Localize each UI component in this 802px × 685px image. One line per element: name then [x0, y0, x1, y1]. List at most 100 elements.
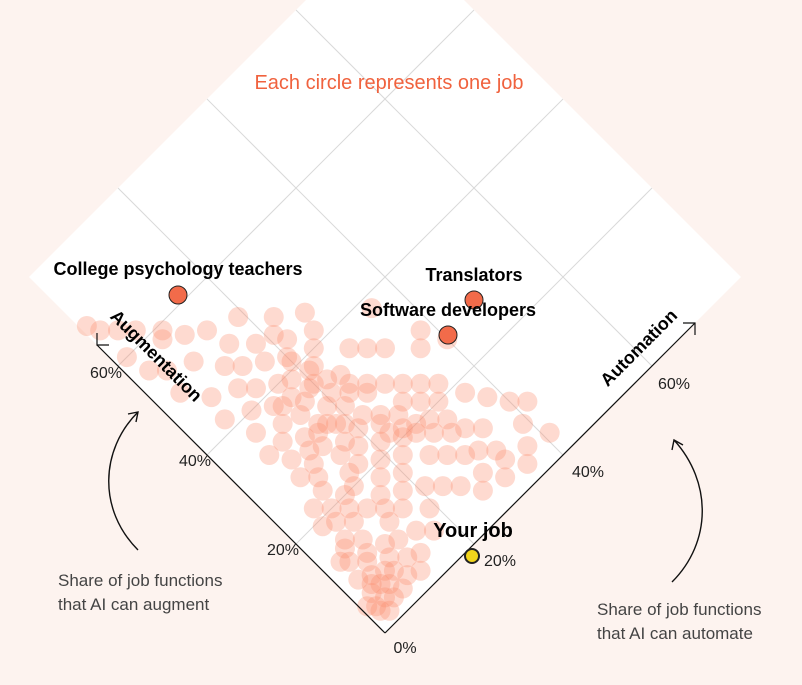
automation-tick-0: 20%	[484, 553, 516, 570]
augmentation-tick-2: 60%	[90, 365, 122, 382]
job-point-80	[392, 418, 413, 439]
job-point-9	[383, 560, 404, 581]
job-point-137	[370, 574, 391, 595]
job-point-166	[357, 373, 378, 394]
job-point-23	[379, 511, 400, 532]
plot-area	[29, 0, 741, 633]
job-point-67	[392, 427, 413, 448]
augmentation-axis-arrowhead	[96, 333, 109, 346]
job-point-2	[361, 582, 382, 603]
job-point-143	[423, 520, 444, 541]
job-point-136	[379, 600, 400, 621]
automate-annotation-line-2: that AI can automate	[597, 624, 753, 643]
job-point-39	[370, 467, 391, 488]
job-point-43	[392, 480, 413, 501]
job-point-28	[334, 485, 355, 506]
axes: 20% 40% 60% 20% 40% 60%	[90, 322, 696, 634]
job-point-172	[477, 387, 498, 408]
job-point-82	[214, 356, 235, 376]
job-point-154	[512, 413, 533, 434]
grid-lines	[117, 9, 653, 545]
job-point-10	[357, 551, 378, 572]
job-point-5	[361, 574, 382, 595]
job-point-72	[379, 422, 400, 443]
job-point-70	[214, 409, 235, 430]
job-point-112	[245, 333, 266, 354]
job-point-61	[294, 391, 315, 412]
job-point-153	[517, 436, 538, 457]
job-point-51	[392, 462, 413, 483]
job-point-161	[281, 387, 302, 408]
job-point-169	[410, 373, 431, 394]
highlight-marker-0	[168, 285, 188, 305]
job-point-157	[317, 413, 338, 434]
job-point-38	[290, 467, 311, 488]
job-point-118	[228, 307, 249, 328]
job-point-60	[348, 418, 369, 439]
job-point-83	[423, 422, 444, 443]
job-point-131	[294, 302, 315, 323]
job-point-26	[312, 516, 333, 537]
automate-annotation-line-1: Share of job functions	[597, 600, 761, 619]
job-point-17	[334, 529, 355, 550]
job-point-63	[370, 413, 391, 434]
job-point-105	[268, 373, 289, 394]
job-point-90	[183, 351, 204, 372]
job-point-46	[272, 431, 293, 452]
job-point-109	[254, 351, 275, 372]
job-point-84	[388, 404, 409, 425]
job-point-12	[379, 547, 400, 568]
job-point-3	[379, 574, 400, 595]
job-point-100	[410, 391, 431, 412]
job-point-93	[357, 382, 378, 403]
job-point-128	[263, 307, 284, 328]
job-point-86	[170, 382, 191, 403]
automation-tick-1: 40%	[572, 464, 604, 481]
augment-curved-arrow	[108, 411, 139, 551]
job-point-116	[90, 320, 111, 341]
job-point-77	[321, 382, 342, 403]
highlighted-jobs: College psychology teachers Translators So…	[53, 259, 536, 564]
job-point-130	[410, 320, 431, 341]
job-point-101	[232, 356, 253, 376]
grid-line-augmentation-40	[206, 98, 564, 456]
job-point-97	[245, 378, 266, 399]
job-point-115	[219, 333, 240, 354]
job-point-89	[330, 364, 351, 385]
job-point-125	[357, 338, 378, 359]
job-point-98	[139, 360, 160, 381]
job-point-59	[392, 445, 413, 465]
job-point-102	[152, 329, 173, 350]
job-point-0	[375, 587, 395, 608]
job-point-45	[294, 427, 315, 448]
job-point-165	[339, 373, 360, 394]
job-point-134	[370, 600, 391, 621]
job-point-16	[352, 529, 373, 550]
job-point-110	[125, 320, 146, 341]
job-point-1	[383, 587, 404, 608]
job-point-21	[343, 511, 364, 532]
automate-curved-arrow	[671, 439, 703, 583]
job-point-156	[308, 422, 329, 443]
job-point-18	[330, 551, 351, 572]
job-point-103	[486, 440, 507, 461]
job-point-158	[299, 378, 320, 399]
job-point-114	[263, 324, 284, 345]
job-point-52	[348, 436, 369, 457]
origin-tick-label: 0%	[393, 640, 416, 657]
job-point-4	[366, 596, 387, 617]
augmentation-tick-0: 20%	[267, 542, 299, 559]
job-point-121	[174, 324, 195, 345]
job-point-15	[375, 534, 395, 554]
job-point-47	[370, 449, 391, 470]
job-point-58	[245, 422, 266, 443]
job-point-96	[419, 409, 440, 430]
augmentation-tick-1: 40%	[179, 453, 211, 470]
job-point-147	[450, 476, 471, 497]
job-point-88	[406, 413, 427, 434]
job-point-44	[348, 453, 369, 474]
job-point-170	[428, 373, 449, 394]
job-point-106	[116, 347, 137, 368]
